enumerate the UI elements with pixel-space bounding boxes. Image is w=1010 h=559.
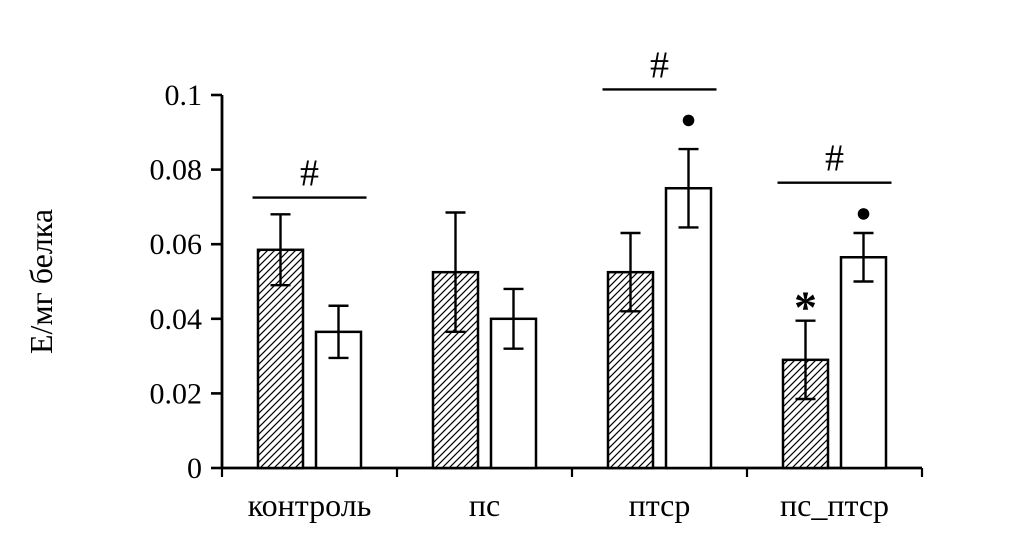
x-category-label: пс_птср [780, 487, 889, 523]
y-tick-label: 0.08 [150, 154, 203, 187]
bar-hatched [256, 248, 305, 470]
y-tick-label: 0.04 [150, 303, 203, 336]
y-tick-label: 0.02 [150, 377, 203, 410]
significance-dot-marker: ● [855, 197, 871, 227]
y-tick-label: 0 [187, 452, 202, 485]
significance-hash-label: # [825, 138, 844, 180]
y-tick-label: 0.1 [165, 79, 203, 112]
significance-dot-marker: ● [680, 104, 696, 134]
bar-open [664, 187, 713, 470]
bar-open [839, 256, 888, 470]
x-category-label: пс [469, 487, 500, 523]
significance-hash-label: # [300, 153, 319, 195]
y-tick-label: 0.06 [150, 228, 203, 261]
significance-hash-label: # [650, 44, 669, 86]
x-category-label: птср [629, 487, 691, 523]
significance-asterisk-marker: * [794, 281, 817, 332]
y-axis-label: Е/мг белка [23, 209, 59, 354]
x-category-label: контроль [248, 487, 372, 523]
